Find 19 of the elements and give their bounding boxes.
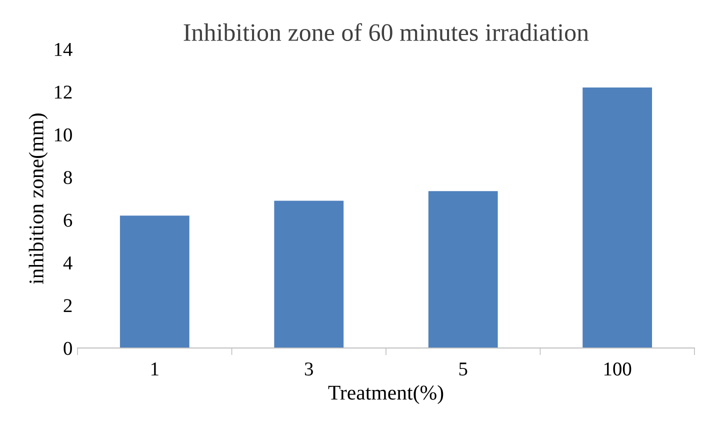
x-tick-label: 100 xyxy=(604,362,632,376)
y-axis-title: inhibition zone(mm) xyxy=(28,114,48,284)
x-tick-label: 5 xyxy=(459,362,468,376)
x-tick-label: 3 xyxy=(304,362,313,376)
y-tick-label: 4 xyxy=(63,256,72,270)
y-tick-label: 12 xyxy=(54,86,72,99)
x-axis-title: Treatment(%) xyxy=(328,385,444,404)
chart-title: Inhibition zone of 60 minutes irradiation xyxy=(184,23,589,42)
bar xyxy=(274,200,344,348)
bar xyxy=(582,88,652,348)
y-tick-label: 14 xyxy=(54,43,72,56)
y-tick-label: 10 xyxy=(54,128,72,142)
y-tick-label: 6 xyxy=(64,214,72,227)
bar xyxy=(428,191,498,348)
y-tick-label: 0 xyxy=(64,342,72,355)
y-tick-label: 8 xyxy=(64,171,72,184)
x-tick-label: 1 xyxy=(152,362,158,376)
bar xyxy=(120,216,190,348)
y-tick-label: 2 xyxy=(64,299,72,312)
